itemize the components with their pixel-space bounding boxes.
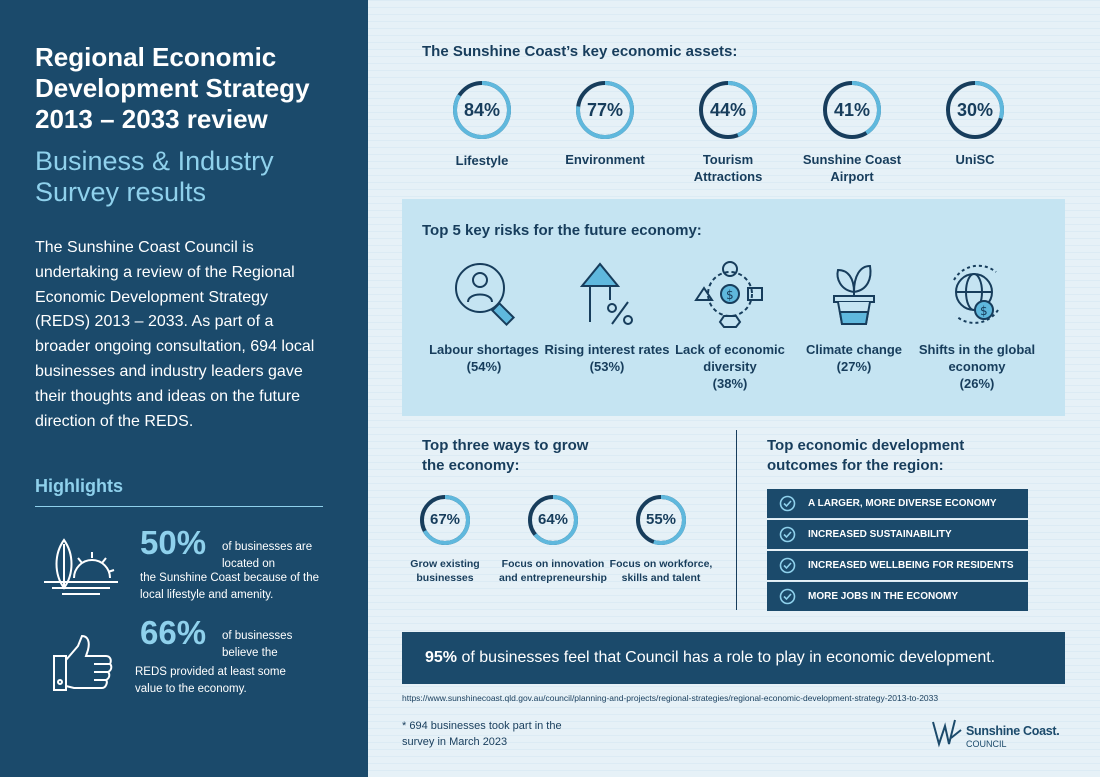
grow-label-2: Focus on workforce, skills and talent [609,558,713,584]
asset-ring-3-value: 41% [833,100,871,120]
worker-search-icon [455,263,516,326]
banner-text: of businesses feel that Council has a ro… [461,649,996,666]
grow-ring-1: 64% [526,493,580,547]
risk-value-0: (54%) [466,359,502,374]
intro-text: The Sunshine Coast Council is undertakin… [35,239,315,430]
risk-label-2: Lack of economic diversity [675,342,785,374]
check-circle-icon [779,526,796,543]
asset-ring-2: 44% [697,79,759,141]
source-url[interactable]: https://www.sunshinecoast.qld.gov.au/cou… [402,693,939,703]
asset-ring-1-value: 77% [586,100,624,120]
grow-ring-2-value: 55% [645,511,677,528]
asset-label-4: UniSC [955,152,995,167]
stat-lifestyle-text-a: of businesses are located on [222,541,313,570]
risks-heading: Top 5 key risks for the future economy: [422,222,702,239]
stat-reds-value: 66% of businesses believe the REDS provi… [135,614,325,704]
stat-lifestyle-value: 50% [140,524,207,561]
grow-ring-2: 55% [634,493,688,547]
svg-text:$: $ [980,304,988,318]
stat-reds-text-b: REDS provided at least some value to the… [135,666,286,695]
diversity-icon: $ [694,261,763,328]
page-subtitle: Business & Industry Survey results [35,146,274,207]
thumbs-up-icon [53,634,113,691]
outcome-item-3: MORE JOBS IN THE ECONOMY [767,582,1028,611]
asset-label-3: Sunshine Coast Airport [802,152,902,184]
grow-ring-0: 67% [418,493,472,547]
outcome-label-3: MORE JOBS IN THE ECONOMY [808,591,959,602]
logo-sub: COUNCIL [966,739,1007,749]
footnote: * 694 businesses took part in the survey… [402,720,562,748]
banner-value: 95% [425,649,458,666]
risk-item-1: Rising interest rates (53%) [542,341,672,375]
outcome-item-0: A LARGER, MORE DIVERSE ECONOMY [767,489,1028,518]
stat-reds-value-number: 66% [140,614,207,651]
risks-panel [402,199,1065,416]
risk-value-1: (53%) [589,359,625,374]
risk-label-0: Labour shortages [429,342,539,357]
asset-label-0: Lifestyle [455,153,509,168]
asset-ring-1: 77% [574,79,636,141]
outcome-label-2: INCREASED WELLBEING FOR RESIDENTS [808,560,1014,571]
check-circle-icon [779,588,796,605]
stat-lifestyle: 50% of businesses are located on the Sun… [140,524,325,604]
stat-lifestyle-text-b: the Sunshine Coast because of the local … [140,572,320,601]
asset-label-1: Environment [565,152,645,167]
assets-heading: The Sunshine Coast’s key economic assets… [422,43,738,60]
outcome-label-0: A LARGER, MORE DIVERSE ECONOMY [808,498,997,509]
plant-pot-icon [833,264,875,325]
risk-label-4: Shifts in the global economy [918,342,1036,374]
highlights-heading: Highlights [35,476,123,496]
risk-value-4: (26%) [959,376,995,391]
grow-ring-1-value: 64% [537,511,569,528]
asset-ring-0: 84% [451,79,513,141]
council-logo-icon [932,719,962,748]
asset-ring-4: 30% [944,79,1006,141]
logo-name: Sunshine Coast. [966,724,1060,738]
asset-ring-0-value: 84% [463,100,501,120]
outcome-item-1: INCREASED SUSTAINABILITY [767,520,1028,549]
svg-text:$: $ [726,288,734,302]
grow-label-1: Focus on innovation and entrepreneurship [499,558,607,584]
globe-dollar-icon: $ [953,264,999,324]
outcome-item-2: INCREASED WELLBEING FOR RESIDENTS [767,551,1028,580]
section-divider [736,430,737,610]
stat-reds-text-a: of businesses believe the [222,630,293,659]
risk-item-2: Lack of economic diversity (38%) [665,341,795,392]
grow-heading: Top three ways to grow the economy: [422,437,589,474]
outcomes-heading: Top economic development outcomes for th… [767,437,965,474]
risk-label-3: Climate change [805,342,903,357]
risk-value-3: (27%) [836,359,872,374]
asset-ring-4-value: 30% [956,100,994,120]
asset-ring-2-value: 44% [709,100,747,120]
risk-item-3: Climate change (27%) [789,341,919,375]
grow-ring-0-value: 67% [429,511,461,528]
asset-label-2: Tourism Attractions [693,152,763,184]
risk-item-4: Shifts in the global economy (26%) [912,341,1042,392]
summary-banner: 95% of businesses feel that Council has … [402,632,1065,684]
rising-rate-icon [579,262,633,325]
check-circle-icon [779,495,796,512]
outcome-label-1: INCREASED SUSTAINABILITY [808,529,952,540]
left-panel: Regional Economic Development Strategy 2… [0,0,368,777]
sunset-surfboard-icon [44,538,118,595]
risk-item-0: Labour shortages (54%) [419,341,549,375]
page-title: Regional Economic Development Strategy 2… [35,42,310,134]
highlights-divider [35,506,323,507]
asset-ring-3: 41% [821,79,883,141]
check-circle-icon [779,557,796,574]
risk-value-2: (38%) [712,376,748,391]
risk-label-1: Rising interest rates [544,342,670,357]
grow-label-0: Grow existing businesses [410,558,480,584]
